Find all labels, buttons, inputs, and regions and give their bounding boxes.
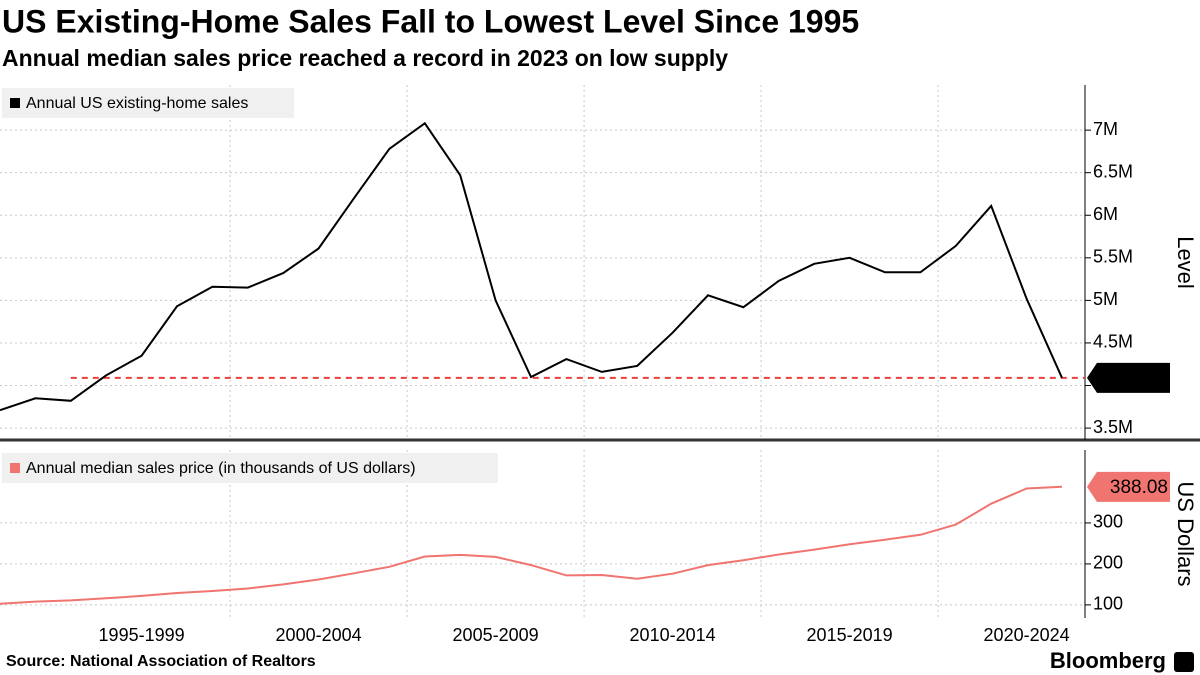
series-line: [0, 485, 1063, 605]
y-tick-label: 5.5M: [1093, 247, 1133, 267]
y-axis-title: Level: [1173, 236, 1198, 289]
y-tick-label: 200: [1093, 553, 1123, 573]
y-tick-label: 300: [1093, 512, 1123, 532]
legend-box: [2, 453, 498, 483]
chart-subtitle: Annual median sales price reached a reco…: [2, 45, 728, 71]
x-tick-label: 1995-1999: [99, 625, 185, 645]
x-tick-label: 2015-2019: [807, 625, 893, 645]
y-tick-label: 5M: [1093, 289, 1118, 309]
y-tick-label: 3.5M: [1093, 417, 1133, 437]
y-tick-label: 100: [1093, 594, 1123, 614]
legend-label: Annual US existing-home sales: [26, 95, 248, 112]
y-tick-label: 6.5M: [1093, 161, 1133, 181]
brand-icon: [1174, 652, 1194, 672]
legend-label: Annual median sales price (in thousands …: [26, 460, 416, 477]
y-tick-label: 6M: [1093, 204, 1118, 224]
last-value-label: 4.090M: [1105, 368, 1168, 389]
y-tick-label: 4.5M: [1093, 332, 1133, 352]
legend-swatch: [10, 98, 20, 108]
brand: Bloomberg: [1050, 648, 1166, 673]
x-tick-label: 2020-2024: [984, 625, 1070, 645]
legend-box: [2, 88, 294, 118]
source: Source: National Association of Realtors: [6, 653, 316, 670]
x-tick-label: 2000-2004: [276, 625, 362, 645]
chart-title: US Existing-Home Sales Fall to Lowest Le…: [2, 3, 859, 39]
last-value-box: [1087, 471, 1170, 502]
last-value-label: 388.08: [1110, 477, 1168, 498]
legend-swatch: [10, 463, 20, 473]
y-tick-label: 7M: [1093, 119, 1118, 139]
x-tick-label: 2005-2009: [453, 625, 539, 645]
series-line: [0, 121, 1063, 412]
y-axis-title: US Dollars: [1173, 481, 1198, 586]
last-value-box: [1087, 362, 1170, 393]
x-tick-label: 2010-2014: [630, 625, 716, 645]
